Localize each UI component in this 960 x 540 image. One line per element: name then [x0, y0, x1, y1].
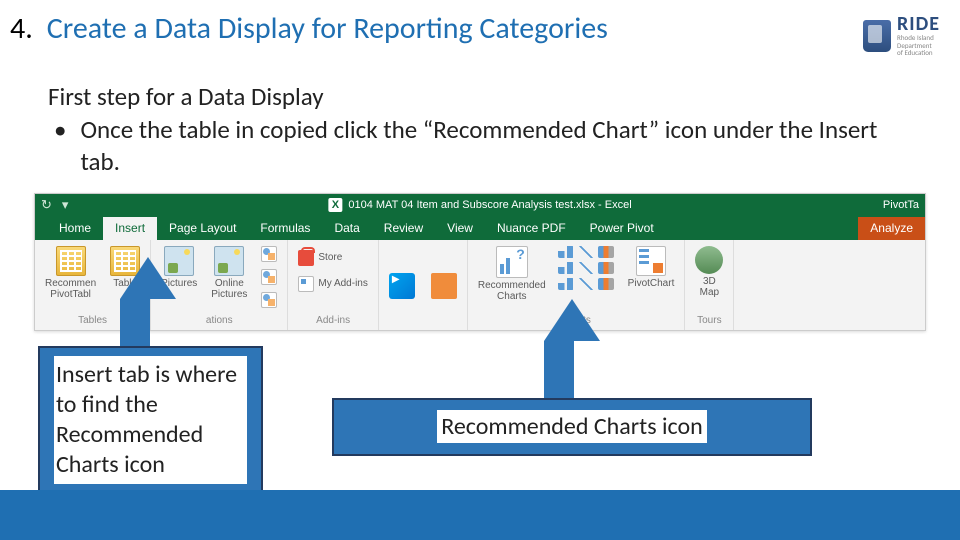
bullet-text: Once the table in copied click the “Reco… — [80, 114, 910, 177]
bullet-icon: • — [54, 114, 66, 177]
callout-insert-tab: Insert tab is where to find the Recommen… — [38, 346, 263, 494]
chart-type-gallery[interactable] — [556, 244, 618, 292]
area-chart-icon[interactable] — [578, 262, 594, 274]
tab-power-pivot[interactable]: Power Pivot — [578, 217, 666, 240]
tab-page-layout[interactable]: Page Layout — [157, 217, 248, 240]
radar-chart-icon[interactable] — [598, 278, 614, 290]
ribbon-group-addins: Store My Add-ins Add-ins — [288, 240, 378, 330]
recommended-pivottables-button[interactable]: Recommen PivotTabl — [41, 244, 100, 302]
group-label-illustrations: ations — [206, 315, 233, 328]
tab-review[interactable]: Review — [372, 217, 435, 240]
tab-view[interactable]: View — [435, 217, 485, 240]
surface-chart-icon[interactable] — [578, 278, 594, 290]
pivottable-icon — [56, 246, 86, 276]
stacked-chart-icon[interactable] — [598, 246, 614, 258]
ribbon-group-tours: 3D Map Tours — [685, 240, 734, 330]
bing-icon — [389, 273, 415, 299]
recommended-charts-icon: ? — [496, 246, 528, 278]
bing-maps-button[interactable] — [385, 271, 419, 301]
3d-map-button[interactable]: 3D Map — [691, 244, 727, 300]
tab-home[interactable]: Home — [47, 217, 103, 240]
online-pictures-icon — [214, 246, 244, 276]
my-addins-button[interactable]: My Add-ins — [294, 274, 371, 294]
bar-chart-icon[interactable] — [558, 246, 574, 258]
body-heading: First step for a Data Display — [48, 81, 910, 112]
callout-insert-tab-text: Insert tab is where to find the Recommen… — [54, 356, 247, 484]
quick-access-toolbar: ↻ ▾ — [41, 197, 68, 213]
callout-recommended-charts-text: Recommended Charts icon — [437, 410, 706, 443]
callout-recommended-charts: Recommended Charts icon — [332, 398, 812, 456]
body-text: First step for a Data Display • Once the… — [0, 57, 960, 185]
store-button[interactable]: Store — [294, 248, 346, 268]
context-tab-header: PivotTa — [883, 199, 919, 211]
people-graph-icon — [431, 273, 457, 299]
ribbon-group-addin-extras — [379, 240, 468, 330]
screenshot-button[interactable] — [257, 290, 281, 310]
globe-icon — [695, 246, 723, 274]
ride-logo: RIDE Rhode Island Department of Educatio… — [863, 14, 940, 57]
excel-app-icon: X — [328, 198, 342, 212]
qat-dropdown-icon[interactable]: ▾ — [62, 197, 69, 213]
combo-chart-icon[interactable] — [598, 262, 614, 274]
smartart-button[interactable] — [257, 267, 281, 287]
online-pictures-button[interactable]: Online Pictures — [207, 244, 251, 302]
tab-data[interactable]: Data — [322, 217, 371, 240]
shapes-icon — [261, 246, 277, 262]
slide-title: Create a Data Display for Reporting Cate… — [47, 10, 863, 47]
excel-tabstrip: Home Insert Page Layout Formulas Data Re… — [35, 216, 925, 240]
smartart-icon — [261, 269, 277, 285]
tab-nuance-pdf[interactable]: Nuance PDF — [485, 217, 578, 240]
footer-bar — [0, 490, 960, 540]
redo-icon[interactable]: ↻ — [41, 197, 52, 213]
group-label-addins: Add-ins — [316, 315, 350, 328]
slide-title-row: 4. Create a Data Display for Reporting C… — [0, 0, 960, 57]
tab-formulas[interactable]: Formulas — [248, 217, 322, 240]
tab-analyze[interactable]: Analyze — [858, 217, 925, 240]
column-chart-icon[interactable] — [558, 262, 574, 274]
scatter-chart-icon[interactable] — [558, 278, 574, 290]
people-graph-button[interactable] — [427, 271, 461, 301]
ride-logo-text: RIDE — [897, 14, 940, 34]
group-label-tables: Tables — [78, 315, 107, 328]
line-chart-icon[interactable] — [578, 246, 594, 258]
recommended-charts-button[interactable]: ? Recommended Charts — [474, 244, 550, 304]
excel-titlebar: ↻ ▾ X 0104 MAT 04 Item and Subscore Anal… — [35, 194, 925, 216]
addins-icon — [298, 276, 314, 292]
pivotchart-button[interactable]: PivotChart — [624, 244, 679, 291]
tab-insert[interactable]: Insert — [103, 217, 157, 240]
shapes-button[interactable] — [257, 244, 281, 264]
screenshot-icon — [261, 292, 277, 308]
ride-shield-icon — [863, 20, 891, 52]
slide-number: 4. — [10, 10, 33, 47]
store-icon — [298, 250, 314, 266]
excel-doc-title: 0104 MAT 04 Item and Subscore Analysis t… — [348, 199, 631, 211]
pivotchart-icon — [636, 246, 666, 276]
group-label-tours: Tours — [697, 315, 721, 328]
